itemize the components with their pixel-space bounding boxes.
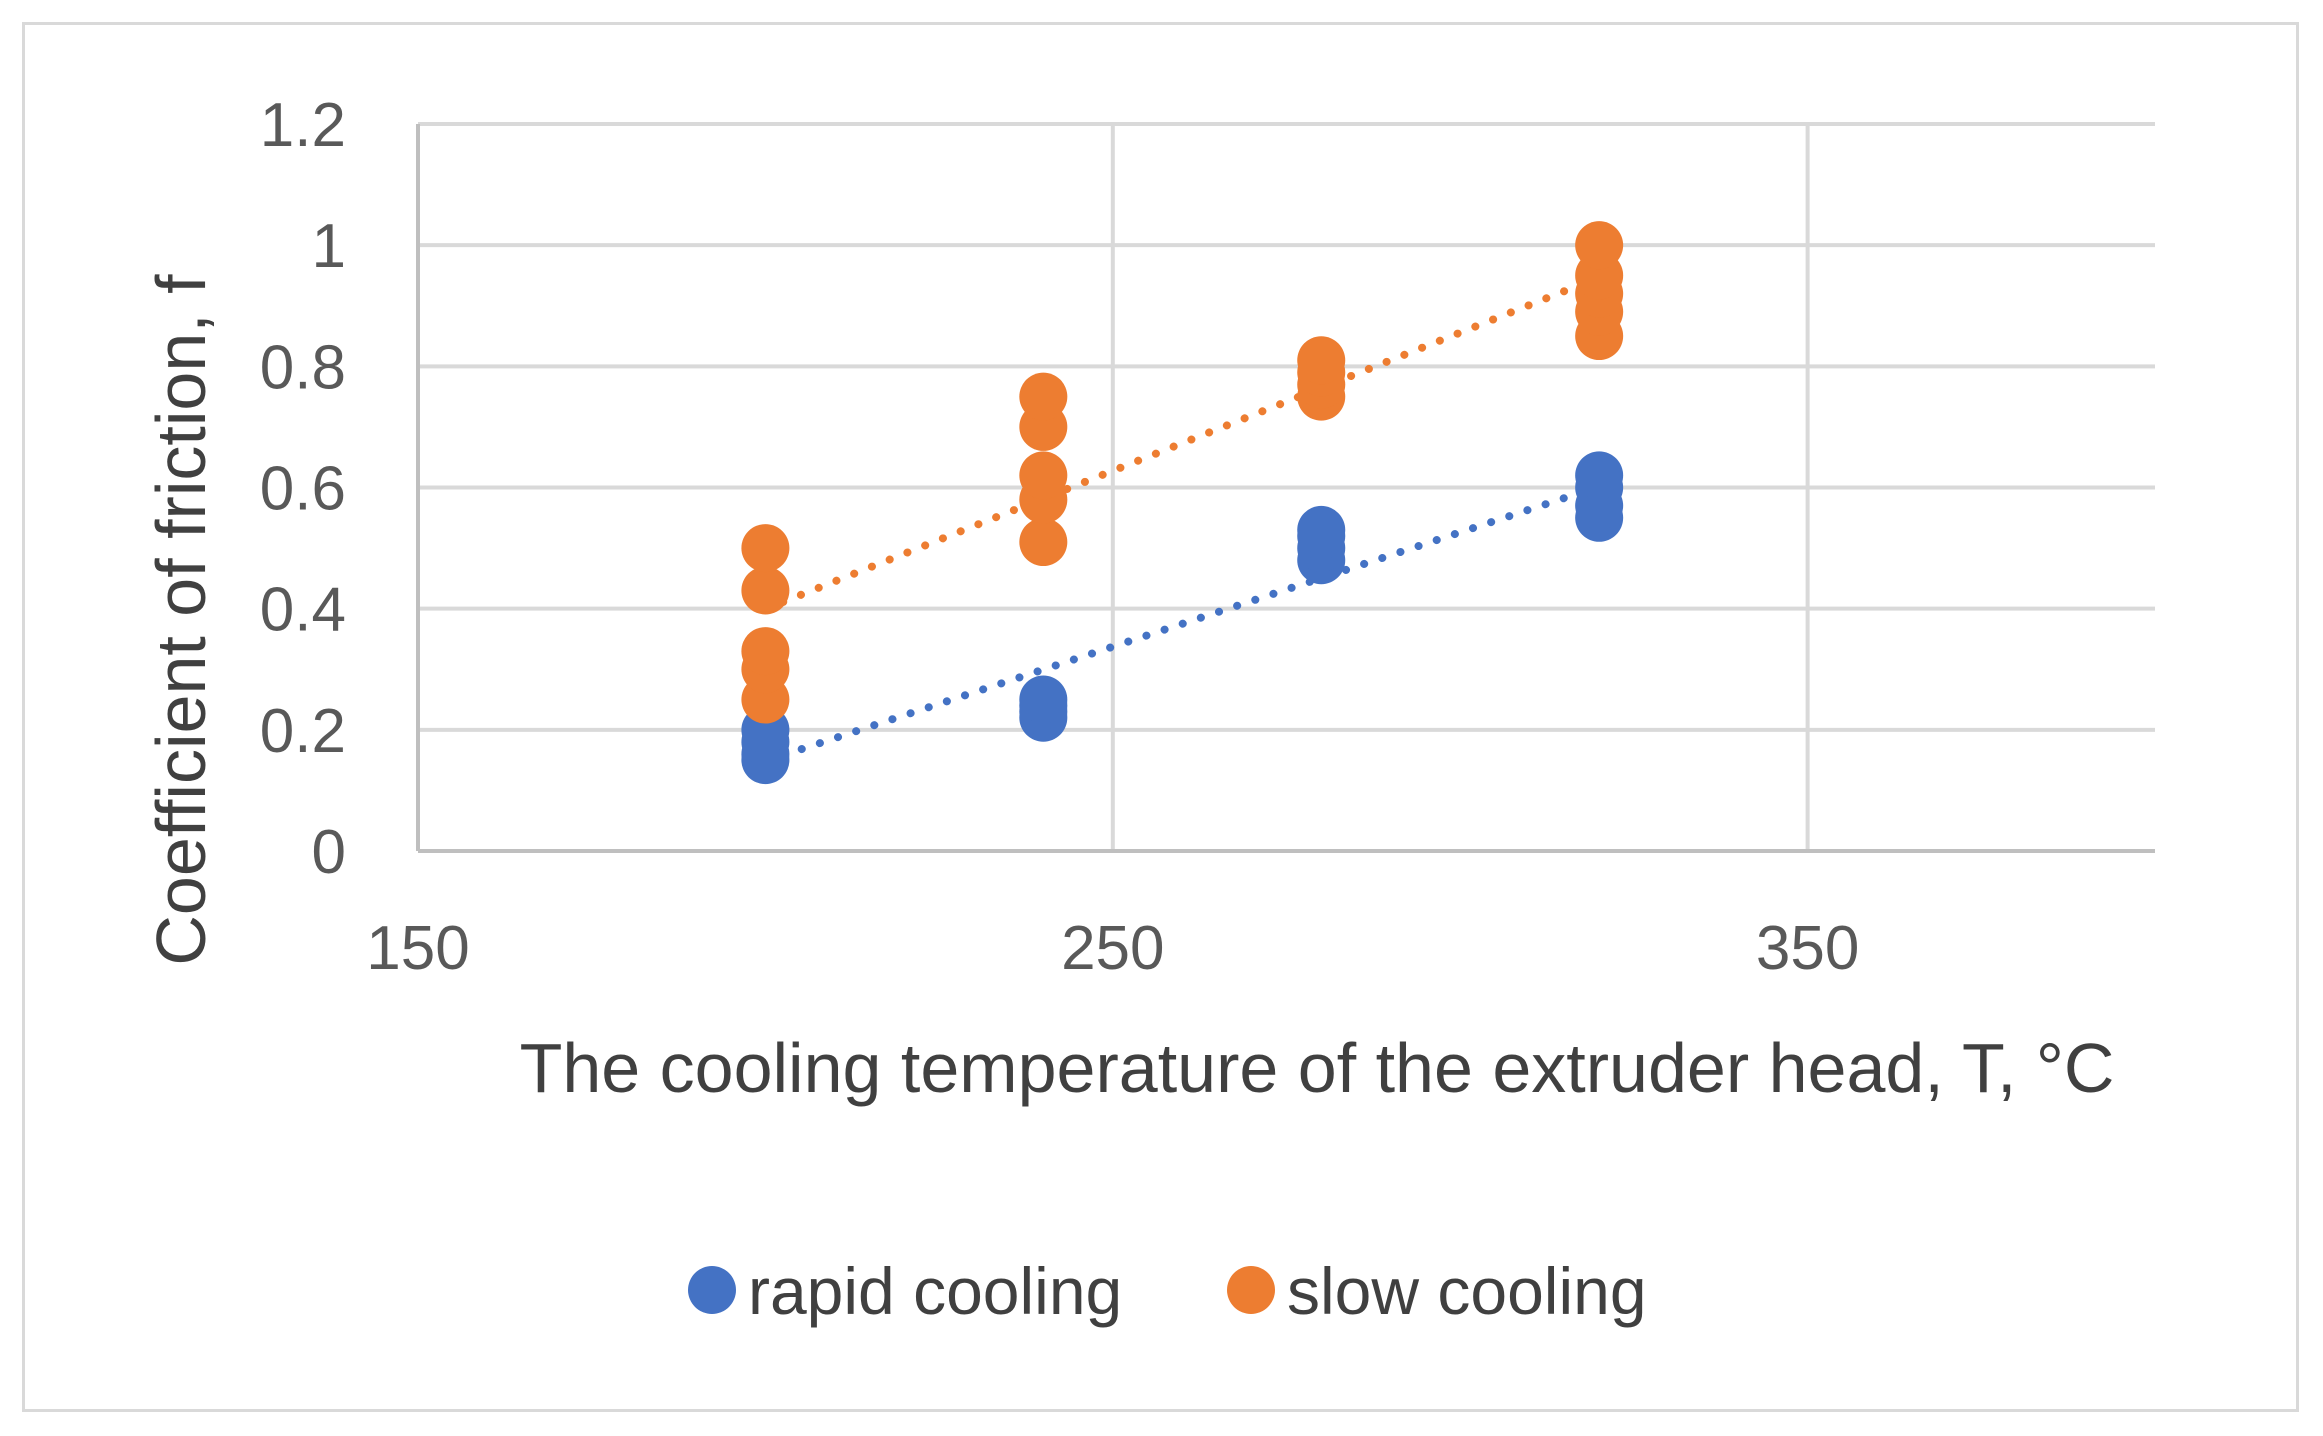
point-slow-cooling bbox=[741, 627, 790, 676]
chart-frame bbox=[22, 22, 2299, 1412]
y-tick-label: 0.2 bbox=[260, 697, 346, 766]
point-rapid-cooling bbox=[1575, 451, 1624, 500]
point-slow-cooling bbox=[1575, 221, 1624, 270]
y-tick-label: 0 bbox=[312, 818, 346, 887]
trendline-slow-cooling bbox=[761, 273, 1604, 613]
x-tick-label: 350 bbox=[1756, 914, 1859, 983]
point-slow-cooling bbox=[1297, 336, 1346, 385]
x-axis-title: The cooling temperature of the extruder … bbox=[520, 1029, 2115, 1107]
y-tick-label: 1 bbox=[312, 212, 346, 281]
point-rapid-cooling bbox=[1297, 505, 1346, 554]
y-axis-title: Coefficient of friction, f bbox=[142, 274, 220, 966]
x-tick-label: 150 bbox=[366, 914, 469, 983]
axes bbox=[416, 124, 2155, 853]
point-slow-cooling bbox=[741, 524, 790, 573]
point-slow-cooling bbox=[1019, 372, 1068, 421]
data-points bbox=[741, 221, 1624, 785]
point-slow-cooling bbox=[1019, 451, 1068, 500]
legend-label-rapid-cooling: rapid cooling bbox=[748, 1254, 1122, 1328]
trendline-rapid-cooling bbox=[761, 482, 1604, 766]
point-slow-cooling bbox=[1019, 518, 1068, 567]
y-tick-label: 0.8 bbox=[260, 333, 346, 402]
grid-lines bbox=[418, 122, 2155, 851]
legend-marker-slow-cooling bbox=[1227, 1266, 1275, 1314]
tick-labels: 0 0.2 0.4 0.6 0.8 1 1.2 150 250 350 bbox=[260, 91, 1860, 983]
trendlines bbox=[761, 273, 1604, 766]
legend: rapid cooling slow cooling bbox=[688, 1254, 1647, 1328]
legend-marker-rapid-cooling bbox=[688, 1266, 736, 1314]
point-rapid-cooling bbox=[1019, 675, 1068, 724]
y-tick-label: 0.4 bbox=[260, 576, 346, 645]
x-tick-label: 250 bbox=[1061, 914, 1164, 983]
y-tick-label: 1.2 bbox=[260, 91, 346, 160]
legend-label-slow-cooling: slow cooling bbox=[1287, 1254, 1647, 1328]
point-slow-cooling bbox=[741, 566, 790, 615]
y-tick-label: 0.6 bbox=[260, 455, 346, 524]
